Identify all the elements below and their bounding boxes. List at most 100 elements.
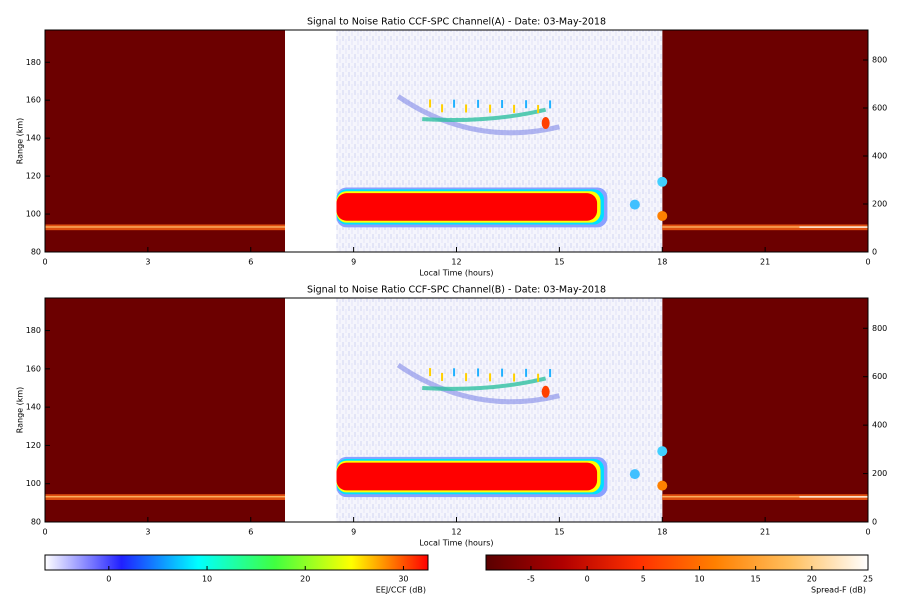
colorbar-tick-label: 10 bbox=[694, 575, 704, 584]
plot-image bbox=[45, 298, 868, 522]
upper-echo bbox=[501, 368, 504, 377]
echo-blob bbox=[657, 176, 668, 187]
upper-echo bbox=[465, 104, 468, 113]
x-tick-label: 18 bbox=[657, 258, 667, 267]
x-tick-label: 9 bbox=[351, 258, 356, 267]
upper-echo bbox=[489, 104, 492, 113]
gap bbox=[285, 298, 337, 522]
colorbar-tick-label: 10 bbox=[202, 575, 212, 584]
upper-echo bbox=[537, 105, 540, 114]
y-axis-label: Range (km) bbox=[16, 387, 25, 434]
x-tick-label: 12 bbox=[451, 528, 461, 537]
y-tick-label: 120 bbox=[26, 172, 41, 181]
upper-echo bbox=[513, 104, 516, 113]
y-tick-label: 160 bbox=[26, 364, 41, 373]
x-tick-label: 18 bbox=[657, 528, 667, 537]
upper-echo bbox=[549, 369, 552, 378]
y2-tick-label: 600 bbox=[872, 104, 887, 113]
panel-title: Signal to Noise Ratio CCF-SPC Channel(A)… bbox=[307, 17, 606, 28]
night-block bbox=[662, 30, 868, 252]
colorbar-tick-label: 0 bbox=[106, 575, 111, 584]
layer-echo bbox=[799, 226, 868, 228]
upper-echo bbox=[429, 368, 432, 377]
upper-echo bbox=[396, 362, 560, 405]
plot-image bbox=[45, 30, 868, 252]
echo-blob bbox=[657, 210, 668, 221]
x-tick-label: 15 bbox=[554, 258, 564, 267]
x-axis-label: Local Time (hours) bbox=[419, 269, 493, 278]
x-tick-label: 3 bbox=[145, 258, 150, 267]
echo-blob bbox=[629, 469, 640, 480]
y2-tick-label: 400 bbox=[872, 421, 887, 430]
colorbar bbox=[485, 554, 869, 571]
y2-tick-label: 800 bbox=[872, 324, 887, 333]
y-tick-label: 140 bbox=[26, 403, 41, 412]
colorbar-tick-label: 30 bbox=[398, 575, 408, 584]
upper-echo bbox=[525, 100, 528, 109]
colorbar-tick-label: -5 bbox=[527, 575, 535, 584]
layer-echo bbox=[662, 226, 868, 228]
x-tick-label: 0 bbox=[42, 258, 47, 267]
upper-echo bbox=[477, 99, 480, 108]
night-block bbox=[45, 30, 286, 252]
upper-echo bbox=[501, 100, 504, 109]
upper-echo bbox=[453, 368, 456, 377]
colorbar-tick-label: 5 bbox=[641, 575, 646, 584]
echo-blob bbox=[657, 446, 668, 457]
upper-echo bbox=[537, 373, 540, 382]
colorbar-tick-label: 25 bbox=[863, 575, 873, 584]
upper-echo bbox=[453, 99, 456, 108]
layer-echo bbox=[45, 226, 286, 228]
x-tick-label: 21 bbox=[760, 528, 770, 537]
upper-echo bbox=[525, 368, 528, 377]
x-tick-label: 3 bbox=[145, 528, 150, 537]
y-tick-label: 80 bbox=[31, 518, 41, 527]
x-tick-label: 15 bbox=[554, 528, 564, 537]
upper-echo bbox=[541, 385, 550, 398]
upper-echo bbox=[429, 99, 432, 108]
x-tick-label: 12 bbox=[451, 258, 461, 267]
y-tick-label: 100 bbox=[26, 210, 41, 219]
night-block bbox=[662, 298, 868, 522]
y2-tick-label: 400 bbox=[872, 152, 887, 161]
x-tick-label: 6 bbox=[248, 258, 253, 267]
upper-echo bbox=[477, 368, 480, 377]
layer-echo bbox=[662, 496, 868, 498]
upper-echo bbox=[441, 104, 444, 113]
upper-echo bbox=[465, 373, 468, 382]
panel-title: Signal to Noise Ratio CCF-SPC Channel(B)… bbox=[307, 285, 606, 296]
upper-echo bbox=[541, 116, 550, 129]
y2-tick-label: 200 bbox=[872, 469, 887, 478]
upper-echo bbox=[422, 107, 547, 123]
y-tick-label: 160 bbox=[26, 96, 41, 105]
y-tick-label: 180 bbox=[26, 58, 41, 67]
y2-tick-label: 800 bbox=[872, 56, 887, 65]
x-tick-label: 0 bbox=[42, 528, 47, 537]
x-tick-label: 6 bbox=[248, 528, 253, 537]
eej-echo bbox=[336, 462, 598, 491]
y2-tick-label: 0 bbox=[872, 248, 877, 257]
y-tick-label: 140 bbox=[26, 134, 41, 143]
y-tick-label: 180 bbox=[26, 326, 41, 335]
upper-echo bbox=[422, 376, 547, 391]
gap bbox=[285, 30, 337, 252]
night-block bbox=[45, 298, 286, 522]
y-axis-label: Range (km) bbox=[16, 118, 25, 165]
upper-echo bbox=[441, 372, 444, 381]
upper-echo bbox=[489, 373, 492, 382]
y2-tick-label: 600 bbox=[872, 372, 887, 381]
y-tick-label: 80 bbox=[31, 248, 41, 257]
x-tick-label: 0 bbox=[865, 528, 870, 537]
echo-blob bbox=[629, 199, 640, 210]
upper-echo bbox=[396, 94, 560, 136]
x-tick-label: 21 bbox=[760, 258, 770, 267]
layer-echo bbox=[799, 496, 868, 498]
upper-echo bbox=[549, 100, 552, 109]
x-axis-label: Local Time (hours) bbox=[419, 539, 493, 548]
colorbar-tick-label: 0 bbox=[585, 575, 590, 584]
colorbar bbox=[44, 554, 429, 571]
eej-echo bbox=[336, 193, 598, 221]
layer-echo bbox=[45, 496, 286, 498]
colorbar-tick-label: 20 bbox=[300, 575, 310, 584]
